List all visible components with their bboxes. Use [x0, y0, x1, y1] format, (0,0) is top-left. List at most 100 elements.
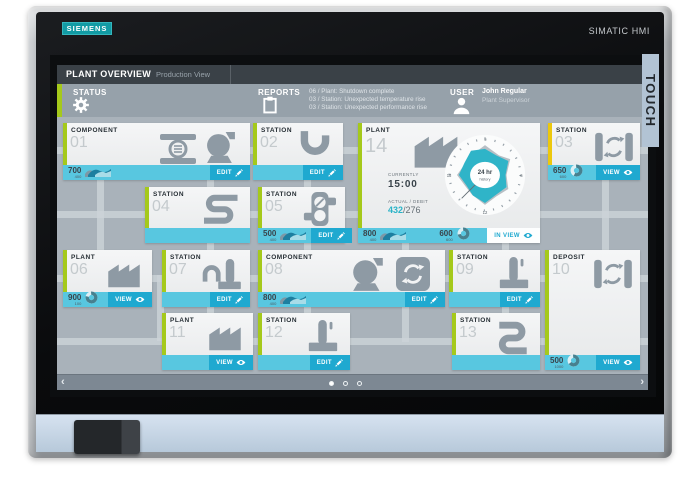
report-message: 06 / Plant: Shutdown complete — [309, 88, 395, 95]
page-prev-button[interactable]: ‹ — [61, 376, 65, 388]
clipboard-icon[interactable] — [263, 96, 277, 114]
edit-button[interactable]: EDIT — [302, 165, 343, 180]
tile-number: 03 — [555, 134, 573, 151]
bottom-trim — [36, 414, 664, 452]
edit-button[interactable]: EDIT — [404, 292, 445, 307]
report-message: 03 / Station: Unexpected performance ris… — [309, 104, 427, 112]
tile-metric-bar: 800 400 600 600 IN VIEW — [358, 227, 540, 243]
gauge-tick-18: 18 — [447, 173, 452, 178]
tile-metric-bar — [452, 355, 540, 370]
tile-component-01[interactable]: COMPONENT 01 700 400 — [63, 123, 250, 180]
tile-number: 10 — [552, 261, 570, 278]
rotation-unit-icon — [594, 131, 634, 163]
metric-value: 500 1000 — [550, 355, 564, 369]
conveyor-line — [57, 211, 648, 218]
tile-metric-bar: 700 400 EDIT — [63, 165, 250, 180]
edit-button[interactable]: EDIT — [309, 355, 350, 370]
tile-station-02[interactable]: STATION 02 EDIT — [253, 123, 343, 180]
view-button[interactable]: VIEW — [108, 292, 152, 307]
tile-plant-11[interactable]: PLANT 11 VIEW — [162, 313, 253, 370]
tile-type-label: COMPONENT — [266, 254, 313, 261]
view-subtitle: Production View — [156, 70, 211, 79]
eye-icon — [135, 296, 145, 303]
metric-value: 600 600 — [439, 228, 453, 242]
gauge-center-sublabel: history — [480, 178, 491, 182]
status-edge-warning — [548, 123, 552, 165]
tile-type-label: STATION — [457, 254, 489, 261]
tile-number: 01 — [70, 134, 88, 151]
tile-station-07[interactable]: STATION 07 EDIT — [162, 250, 250, 307]
view-button[interactable]: VIEW — [596, 355, 640, 370]
page-dot-2[interactable] — [343, 381, 348, 386]
tile-station-09[interactable]: STATION 09 EDIT — [449, 250, 540, 307]
conveyor-line — [207, 147, 214, 342]
status-edge — [545, 250, 549, 355]
tile-type-label: STATION — [266, 191, 298, 198]
eye-icon — [236, 359, 246, 366]
status-edge — [162, 250, 166, 292]
conveyor-line — [502, 147, 509, 342]
hmi-screen: PLANT OVERVIEW Production View STATUS RE… — [57, 65, 648, 390]
tile-type-label: STATION — [170, 254, 202, 261]
user-icon[interactable] — [452, 96, 471, 115]
metric-value: 800 400 — [263, 292, 277, 306]
eye-icon — [523, 232, 533, 239]
trend-wave-icon — [85, 164, 112, 182]
tile-number: 02 — [260, 134, 278, 151]
report-messages[interactable]: 06 / Plant: Shutdown complete 03 / Stati… — [309, 88, 427, 113]
status-panel: STATUS REPORTS 06 / Plant: Shutdown comp… — [57, 84, 648, 117]
tile-type-label: PLANT — [71, 254, 96, 261]
filling-station-icon — [306, 320, 340, 354]
valve-motor-icon — [158, 134, 198, 164]
status-edge — [162, 313, 166, 355]
view-button[interactable]: VIEW — [209, 355, 253, 370]
report-message: 03 / Station: Unexpected temperature ris… — [309, 96, 426, 104]
mixer-unit-icon — [302, 190, 336, 228]
page-dot-3[interactable] — [357, 381, 362, 386]
edit-button[interactable]: EDIT — [499, 292, 540, 307]
status-edge — [63, 123, 67, 165]
pump-icon — [204, 132, 238, 164]
titlebar-divider — [230, 65, 231, 84]
tile-type-label: STATION — [556, 127, 588, 134]
view-button[interactable]: VIEW — [596, 165, 640, 180]
page-next-button[interactable]: › — [640, 376, 644, 388]
status-edge — [145, 187, 149, 228]
tile-plant-14[interactable]: PLANT 14 CURRENTLY 15:00 ACTUAL / DEBIT … — [358, 123, 540, 243]
pencil-icon — [337, 231, 345, 240]
tile-number: 05 — [265, 198, 283, 215]
edit-button[interactable]: EDIT — [209, 292, 250, 307]
tile-metric-bar: 500 400 EDIT — [258, 228, 352, 243]
status-edge — [63, 250, 67, 292]
filling-station-icon — [497, 257, 531, 291]
tile-station-13[interactable]: STATION 13 — [452, 313, 540, 370]
tile-station-03[interactable]: STATION 03 650 600 VIEW — [548, 123, 640, 180]
tile-station-04[interactable]: STATION 04 — [145, 187, 250, 243]
status-label: STATUS — [73, 88, 107, 97]
history-gauge[interactable]: 24 hr history 0 6 12 18 — [443, 133, 527, 217]
tile-number: 04 — [152, 198, 170, 215]
factory-icon — [103, 261, 145, 289]
gear-icon[interactable] — [72, 96, 90, 114]
tile-station-12[interactable]: STATION 12 EDIT — [258, 313, 350, 370]
tile-component-08[interactable]: COMPONENT 08 800 400 — [258, 250, 445, 307]
metric-value: 800 400 — [363, 228, 377, 242]
edit-button[interactable]: EDIT — [311, 228, 352, 243]
tile-metric-bar: 900 100 VIEW — [63, 291, 152, 309]
current-time: 15:00 — [388, 178, 418, 190]
eye-icon — [623, 359, 633, 366]
user-label: USER — [450, 88, 475, 97]
page-title: PLANT OVERVIEW — [66, 69, 152, 79]
tile-metric-bar: VIEW — [162, 355, 253, 370]
refresh-unit-icon — [395, 257, 431, 291]
tile-plant-06[interactable]: PLANT 06 900 100 VIEW — [63, 250, 152, 307]
edit-button[interactable]: EDIT — [209, 165, 250, 180]
conveyor-line — [602, 147, 609, 250]
in-view-button[interactable]: IN VIEW — [487, 228, 540, 243]
conveyor-line — [157, 275, 164, 341]
tile-deposit-10[interactable]: DEPOSIT 10 500 1000 VIEW — [545, 250, 640, 370]
user-name: John Regular — [482, 88, 527, 95]
donut-gauge-icon — [85, 291, 98, 309]
tile-station-05[interactable]: STATION 05 500 400 EDIT — [258, 187, 352, 243]
page-dot-1[interactable] — [329, 381, 334, 386]
